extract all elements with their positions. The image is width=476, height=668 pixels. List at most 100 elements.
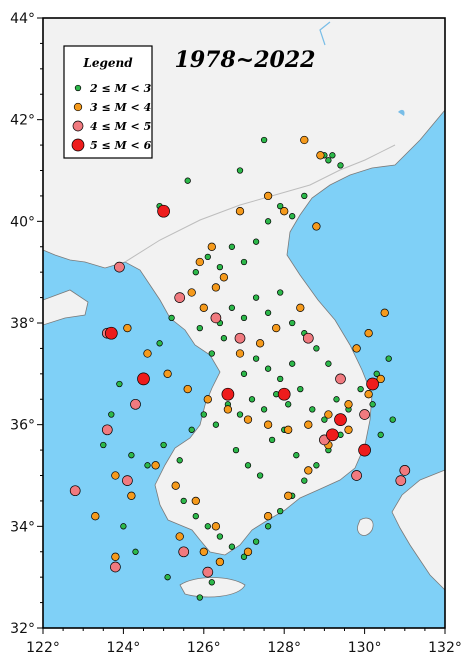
epicenter-point-medium <box>316 151 325 160</box>
legend-marker-large <box>72 120 84 132</box>
epicenter-point-xlarge <box>157 204 170 218</box>
epicenter-point-medium <box>111 552 120 561</box>
japan-landmass <box>391 469 446 591</box>
epicenter-point-small <box>100 441 107 449</box>
epicenter-point-medium <box>111 471 120 480</box>
epicenter-point-medium <box>91 512 100 521</box>
legend-marker-medium <box>73 102 83 112</box>
epicenter-point-small <box>144 462 151 469</box>
epicenter-point-large <box>101 424 113 436</box>
river <box>319 21 331 46</box>
epicenter-point-medium <box>187 288 196 297</box>
epicenter-point-large <box>178 546 190 558</box>
epicenter-point-large <box>69 485 81 497</box>
epicenter-point-medium <box>243 547 253 556</box>
epicenter-point-small <box>120 523 127 530</box>
epicenter-point-small <box>325 157 332 164</box>
epicenter-point-small <box>244 462 252 469</box>
epicenter-point-small <box>252 238 260 245</box>
epicenter-point-medium <box>151 461 160 470</box>
epicenter-point-small <box>285 401 292 408</box>
legend-marker-small <box>74 84 82 92</box>
epicenter-point-small <box>108 411 115 418</box>
x-tick-label: 122° <box>26 640 60 656</box>
epicenter-point-large <box>351 470 362 481</box>
epicenter-point-medium <box>263 191 273 201</box>
epicenter-point-small <box>389 416 396 423</box>
epicenter-point-small <box>192 513 199 520</box>
epicenter-point-small <box>128 452 135 459</box>
epicenter-point-medium <box>203 395 212 404</box>
epicenter-point-small <box>116 380 123 388</box>
epicenter-point-medium <box>284 425 293 434</box>
epicenter-point-small <box>337 162 344 169</box>
epicenter-point-small <box>240 314 248 322</box>
y-tick-label: 34° <box>10 519 35 535</box>
epicenter-point-medium <box>380 308 389 317</box>
epicenter-point-large <box>234 332 246 344</box>
epicenter-point-medium <box>183 384 192 394</box>
epicenter-point-medium <box>352 344 361 353</box>
epicenter-point-small <box>168 314 175 322</box>
epicenter-point-xlarge <box>358 443 371 457</box>
epicenter-point-small <box>208 579 215 586</box>
legend-box: Legend 2 ≤ M < 3 3 ≤ M < 4 4 ≤ M < 5 5 ≤ M … <box>63 45 153 159</box>
legend-label: 2 ≤ M < 3 <box>89 82 152 95</box>
epicenter-point-small <box>264 523 272 530</box>
epicenter-point-small <box>321 416 328 423</box>
legend-label: 4 ≤ M < 5 <box>90 120 151 133</box>
epicenter-point-medium <box>255 339 265 348</box>
epicenter-points <box>69 135 411 601</box>
epicenter-point-small <box>196 594 203 601</box>
epicenter-point-medium <box>263 512 273 521</box>
epicenter-point-medium <box>191 496 200 506</box>
epicenter-point-small <box>264 218 272 225</box>
epicenter-point-small <box>256 472 264 479</box>
epicenter-point-small <box>228 304 236 311</box>
epicenter-point-medium <box>199 547 208 556</box>
epicenter-point-small <box>377 431 384 438</box>
epicenter-point-medium <box>127 491 136 500</box>
epicenter-point-medium <box>175 532 184 541</box>
epicenter-point-small <box>164 574 171 581</box>
epicenter-point-small <box>277 289 284 296</box>
epicenter-point-small <box>236 167 244 174</box>
epicenter-point-small <box>373 370 380 377</box>
y-tick-label: 36° <box>10 418 35 434</box>
epicenter-point-small <box>289 360 296 367</box>
epicenter-point-small <box>216 263 224 271</box>
x-tick-label: 132° <box>428 640 462 656</box>
epicenter-point-large <box>122 475 133 486</box>
epicenter-point-xlarge <box>366 377 379 391</box>
y-tick-label: 42° <box>10 113 35 129</box>
epicenter-point-small <box>260 406 268 413</box>
epicenter-point-small <box>325 360 332 367</box>
epicenter-point-small <box>188 426 195 433</box>
epicenter-point-xlarge <box>104 326 118 340</box>
epicenter-point-medium <box>195 257 204 267</box>
epicenter-point-small <box>228 243 236 250</box>
epicenter-point-small <box>297 385 304 393</box>
legend-title: Legend <box>82 56 133 70</box>
epicenter-point-small <box>277 202 284 210</box>
epicenter-point-large <box>335 373 346 385</box>
epicenter-point-small <box>236 411 244 418</box>
epicenter-point-small <box>228 543 236 550</box>
y-tick-label: 32° <box>10 621 35 637</box>
epicenter-point-medium <box>376 374 385 384</box>
epicenter-point-large <box>110 561 121 573</box>
epicenter-point-small <box>208 350 215 357</box>
period-title: 1978~2022 <box>175 47 316 73</box>
epicenter-point-small <box>248 396 256 403</box>
epicenter-point-small <box>156 340 163 347</box>
legend-items: 2 ≤ M < 3 3 ≤ M < 4 4 ≤ M < 5 5 ≤ M < 6 <box>71 82 152 152</box>
epicenter-point-large <box>114 261 125 273</box>
epicenter-point-medium <box>223 405 233 414</box>
epicenter-point-small <box>252 294 260 301</box>
epicenter-point-small <box>176 457 183 464</box>
epicenter-point-medium <box>300 135 309 145</box>
epicenter-point-large <box>302 332 314 344</box>
epicenter-point-small <box>301 477 308 484</box>
epicenter-point-medium <box>123 323 132 333</box>
